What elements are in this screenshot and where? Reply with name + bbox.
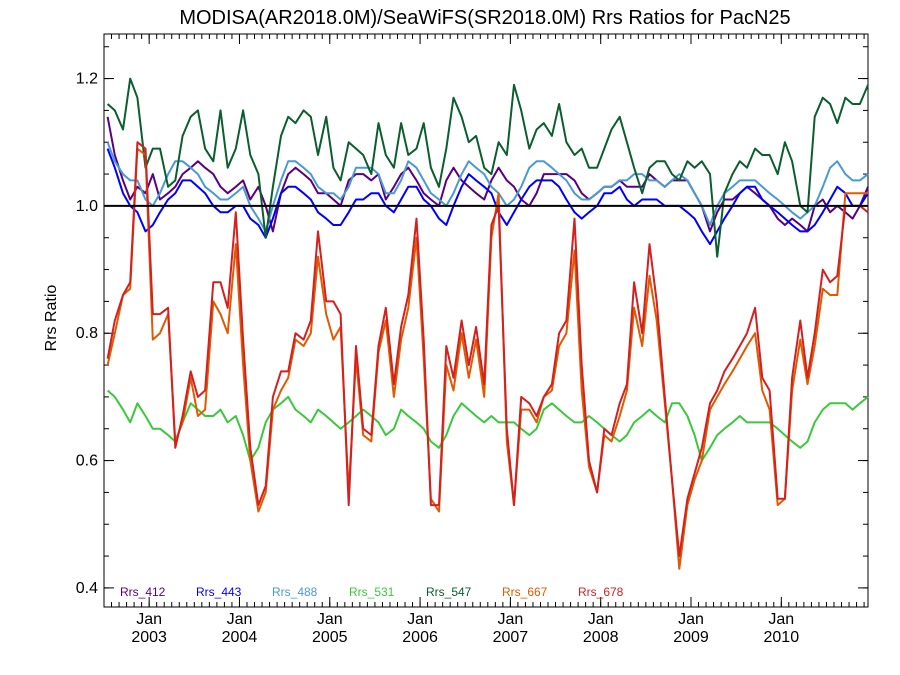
y-tick-label: 0.8 (76, 325, 98, 342)
x-tick-label-year: 2009 (673, 629, 709, 646)
series-line-rrs-488 (106, 141, 869, 233)
x-tick-label-month: Jan (678, 611, 704, 628)
x-tick-label-month: Jan (136, 611, 162, 628)
x-tick-label-month: Jan (407, 611, 433, 628)
series-line-rrs-412 (106, 116, 869, 233)
x-tick-label-month: Jan (588, 611, 614, 628)
series-line-rrs-678 (106, 141, 869, 558)
legend-entry: Rrs_531 (349, 585, 395, 599)
series-line-rrs-443 (106, 148, 869, 246)
x-tick-label-month: Jan (227, 611, 253, 628)
legend-entry: Rrs_488 (272, 585, 318, 599)
y-axis-title: Rrs Ratio (43, 285, 60, 352)
chart-title: MODISA(AR2018.0M)/SeaWiFS(SR2018.0M) Rrs… (179, 7, 790, 29)
plot-area: 0.40.60.81.01.2Jan2003Jan2004Jan2005Jan2… (76, 33, 869, 646)
y-tick-label: 1.0 (76, 198, 98, 215)
legend-entry: Rrs_412 (120, 585, 166, 599)
legend-entry: Rrs_667 (502, 585, 548, 599)
plot-frame (103, 33, 869, 608)
x-tick-label-year: 2006 (402, 629, 438, 646)
x-tick-label-year: 2007 (493, 629, 529, 646)
x-tick-label-year: 2003 (131, 629, 167, 646)
y-tick-label: 0.4 (76, 580, 98, 597)
legend-entry: Rrs_547 (426, 585, 472, 599)
x-tick-label-year: 2010 (764, 629, 800, 646)
legend-entry: Rrs_678 (578, 585, 624, 599)
x-tick-label-month: Jan (768, 611, 794, 628)
x-tick-label-year: 2004 (222, 629, 258, 646)
x-tick-label-month: Jan (497, 611, 523, 628)
legend-entry: Rrs_443 (196, 585, 242, 599)
series-line-rrs-531 (106, 389, 869, 462)
y-tick-label: 0.6 (76, 453, 98, 470)
series-line-rrs-547 (106, 77, 869, 258)
x-tick-label-year: 2005 (312, 629, 348, 646)
x-tick-label-year: 2008 (583, 629, 619, 646)
x-tick-label-month: Jan (317, 611, 343, 628)
y-tick-label: 1.2 (76, 71, 98, 88)
